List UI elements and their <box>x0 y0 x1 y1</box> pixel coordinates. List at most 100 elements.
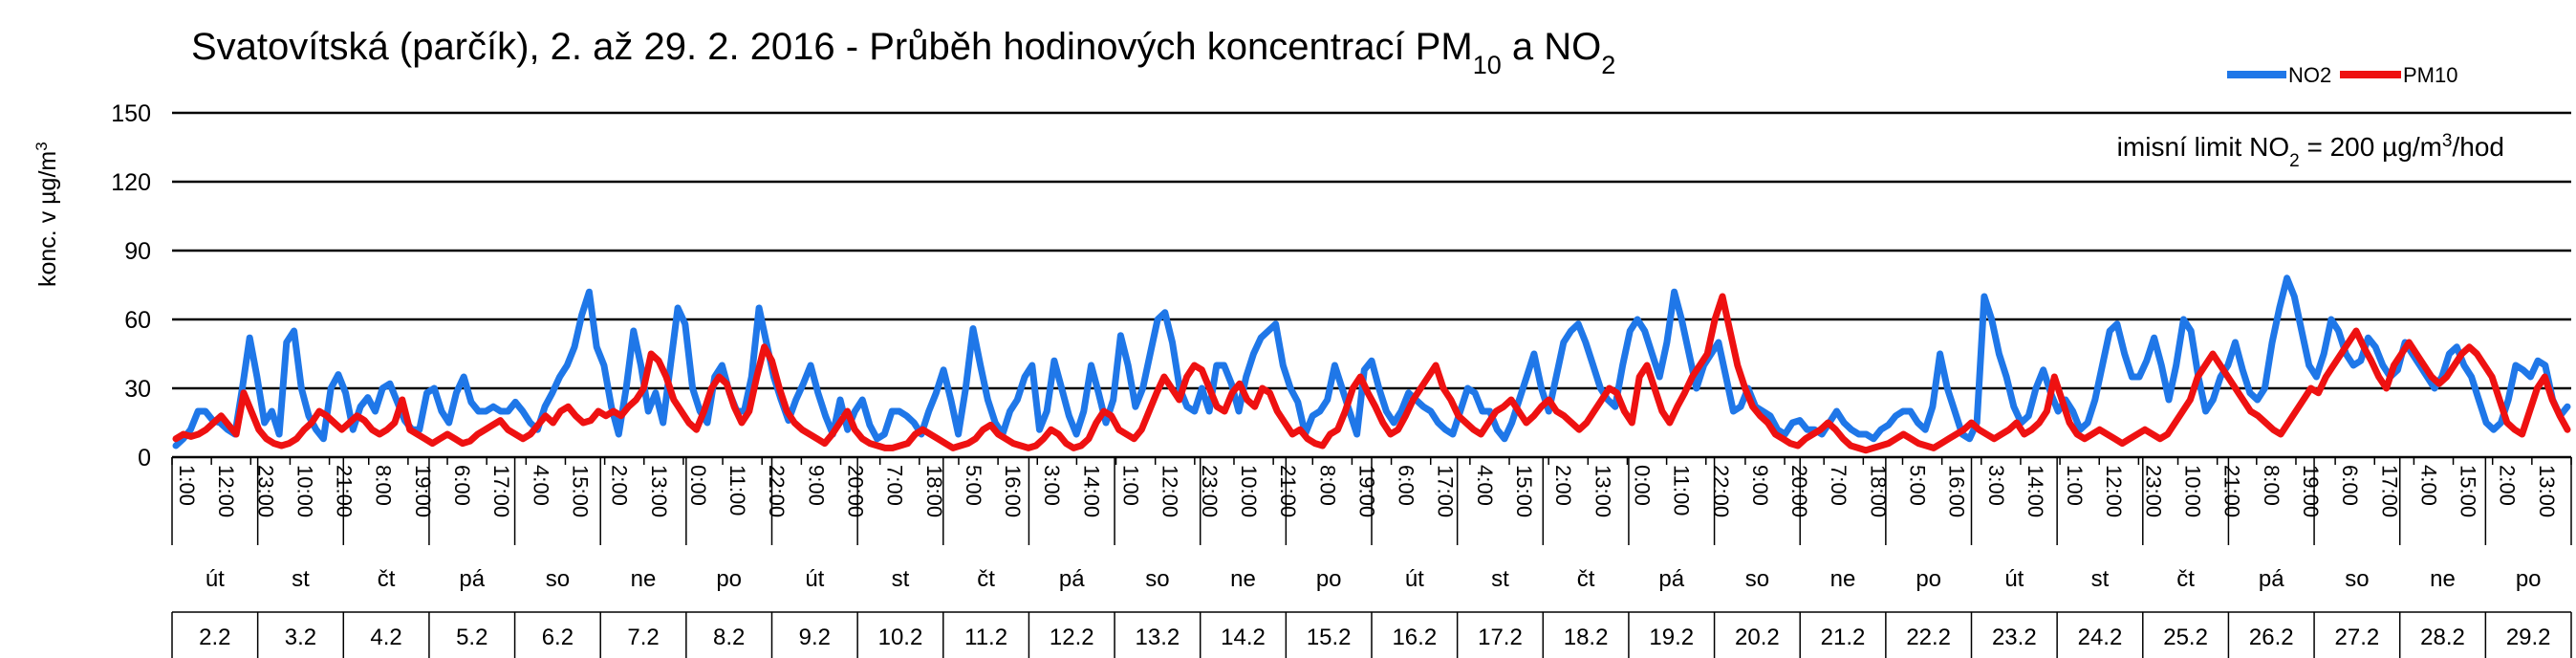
x-tick-label: 21:00 <box>2220 465 2244 517</box>
x-tick-label: 22:00 <box>1709 465 1733 517</box>
y-tick-labels: 0 30 60 90 120 150 <box>111 100 151 472</box>
x-tick-label: 14:00 <box>2024 465 2047 517</box>
x-tick-label: 4:00 <box>529 465 552 506</box>
x-tick-label: 21:00 <box>1276 465 1300 517</box>
x-tick-label: 16:00 <box>1001 465 1025 517</box>
x-tick-label: 23:00 <box>1198 465 1222 517</box>
x-tick-label: 13:00 <box>1591 465 1614 517</box>
x-tick-label: 12:00 <box>2102 465 2126 517</box>
x-tick-label: 0:00 <box>1630 465 1654 506</box>
day-label: čt <box>1577 566 1595 592</box>
series-lines <box>172 274 2571 454</box>
date-label: 5.2 <box>456 625 487 650</box>
x-tick-label: 21:00 <box>333 465 357 517</box>
x-tick-label: 5:00 <box>1905 465 1929 506</box>
date-label: 27.2 <box>2335 625 2380 650</box>
y-tick-label: 0 <box>138 445 151 472</box>
day-label: po <box>1916 566 1941 592</box>
day-label: po <box>1316 566 1342 592</box>
x-tick-label: 23:00 <box>253 465 277 517</box>
date-label: 12.2 <box>1050 625 1094 650</box>
date-label: 19.2 <box>1649 625 1694 650</box>
y-tick-label: 150 <box>111 100 151 127</box>
x-tick-label: 13:00 <box>647 465 671 517</box>
x-tick-label: 6:00 <box>2338 465 2362 506</box>
series-line-pm10 <box>172 293 2571 454</box>
day-label: st <box>2091 566 2110 592</box>
x-tick-label: 9:00 <box>804 465 828 506</box>
x-tick-label: 17:00 <box>489 465 513 517</box>
day-label: pá <box>1059 566 1085 592</box>
date-label: 25.2 <box>2163 625 2208 650</box>
x-tick-label: 1:00 <box>2063 465 2087 506</box>
day-label: pá <box>2259 566 2284 592</box>
date-label: 29.2 <box>2506 625 2551 650</box>
day-label: so <box>2345 566 2369 592</box>
day-label: so <box>546 566 570 592</box>
legend-label-no2: NO2 <box>2288 63 2331 87</box>
legend: NO2 PM10 <box>2227 63 2457 87</box>
day-label: út <box>1405 566 1424 592</box>
date-label: 3.2 <box>285 625 316 650</box>
date-label: 22.2 <box>1906 625 1951 650</box>
date-label: 23.2 <box>1992 625 2037 650</box>
day-label: út <box>2004 566 2024 592</box>
x-tick-label: 7:00 <box>1827 465 1851 506</box>
x-tick-label: 19:00 <box>2299 465 2323 517</box>
day-label: čt <box>2176 566 2195 592</box>
x-tick-label: 18:00 <box>922 465 946 517</box>
limit-annotation: imisní limit NO2 = 200 µg/m3/hod <box>2117 131 2504 171</box>
x-tick-label: 10:00 <box>2181 465 2205 517</box>
x-axis: 1:00 12:00 23:00 10:00 21:00 8:00 19:00 6:00 17:… <box>171 455 2576 658</box>
x-tick-label: 10:00 <box>1237 465 1261 517</box>
date-label: 17.2 <box>1478 625 1523 650</box>
date-label: 21.2 <box>1821 625 1866 650</box>
day-label: út <box>805 566 824 592</box>
x-tick-label: 7:00 <box>883 465 907 506</box>
day-label: čt <box>378 566 396 592</box>
x-tick-label: 15:00 <box>1512 465 1536 517</box>
date-label: 20.2 <box>1735 625 1780 650</box>
x-tick-label: 14:00 <box>1079 465 1103 517</box>
x-tick-label: 8:00 <box>2260 465 2284 506</box>
date-label: 6.2 <box>542 625 574 650</box>
x-tick-label: 17:00 <box>1434 465 1458 517</box>
day-label: út <box>206 566 225 592</box>
legend-label-pm10: PM10 <box>2403 63 2457 87</box>
date-label: 15.2 <box>1307 625 1352 650</box>
day-label: po <box>2516 566 2542 592</box>
x-tick-label: 16:00 <box>1945 465 1969 517</box>
y-tick-label: 30 <box>124 376 151 403</box>
x-tick-label: 1:00 <box>1119 465 1143 506</box>
x-tick-label: 19:00 <box>411 465 435 517</box>
y-tick-label: 60 <box>124 307 151 334</box>
date-label: 2.2 <box>199 625 230 650</box>
x-tick-label: 0:00 <box>686 465 710 506</box>
day-label: pá <box>1658 566 1684 592</box>
x-tick-label: 11:00 <box>725 465 749 515</box>
date-label: 11.2 <box>964 625 1007 650</box>
x-tick-label: 5:00 <box>962 465 985 506</box>
day-label: po <box>716 566 742 592</box>
date-label: 24.2 <box>2078 625 2123 650</box>
x-tick-label: 3:00 <box>1984 465 2008 506</box>
y-tick-label: 120 <box>111 169 151 196</box>
day-label: ne <box>1230 566 1256 592</box>
x-tick-label: 22:00 <box>765 465 789 517</box>
x-tick-label: 11:00 <box>1670 465 1694 515</box>
day-label: ne <box>631 566 657 592</box>
date-label: 26.2 <box>2249 625 2294 650</box>
x-tick-label: 12:00 <box>1158 465 1182 517</box>
x-tick-label: 6:00 <box>450 465 474 506</box>
y-tick-label: 90 <box>124 238 151 265</box>
x-tick-label: 17:00 <box>2377 465 2401 517</box>
x-tick-label: 4:00 <box>1473 465 1497 506</box>
x-tick-label: 4:00 <box>2416 465 2440 506</box>
date-label: 13.2 <box>1136 625 1180 650</box>
day-label: so <box>1145 566 1169 592</box>
x-tick-label: 6:00 <box>1395 465 1418 506</box>
series-line-no2 <box>172 274 2571 450</box>
x-tick-label: 8:00 <box>1315 465 1339 506</box>
x-tick-label: 12:00 <box>214 465 238 517</box>
